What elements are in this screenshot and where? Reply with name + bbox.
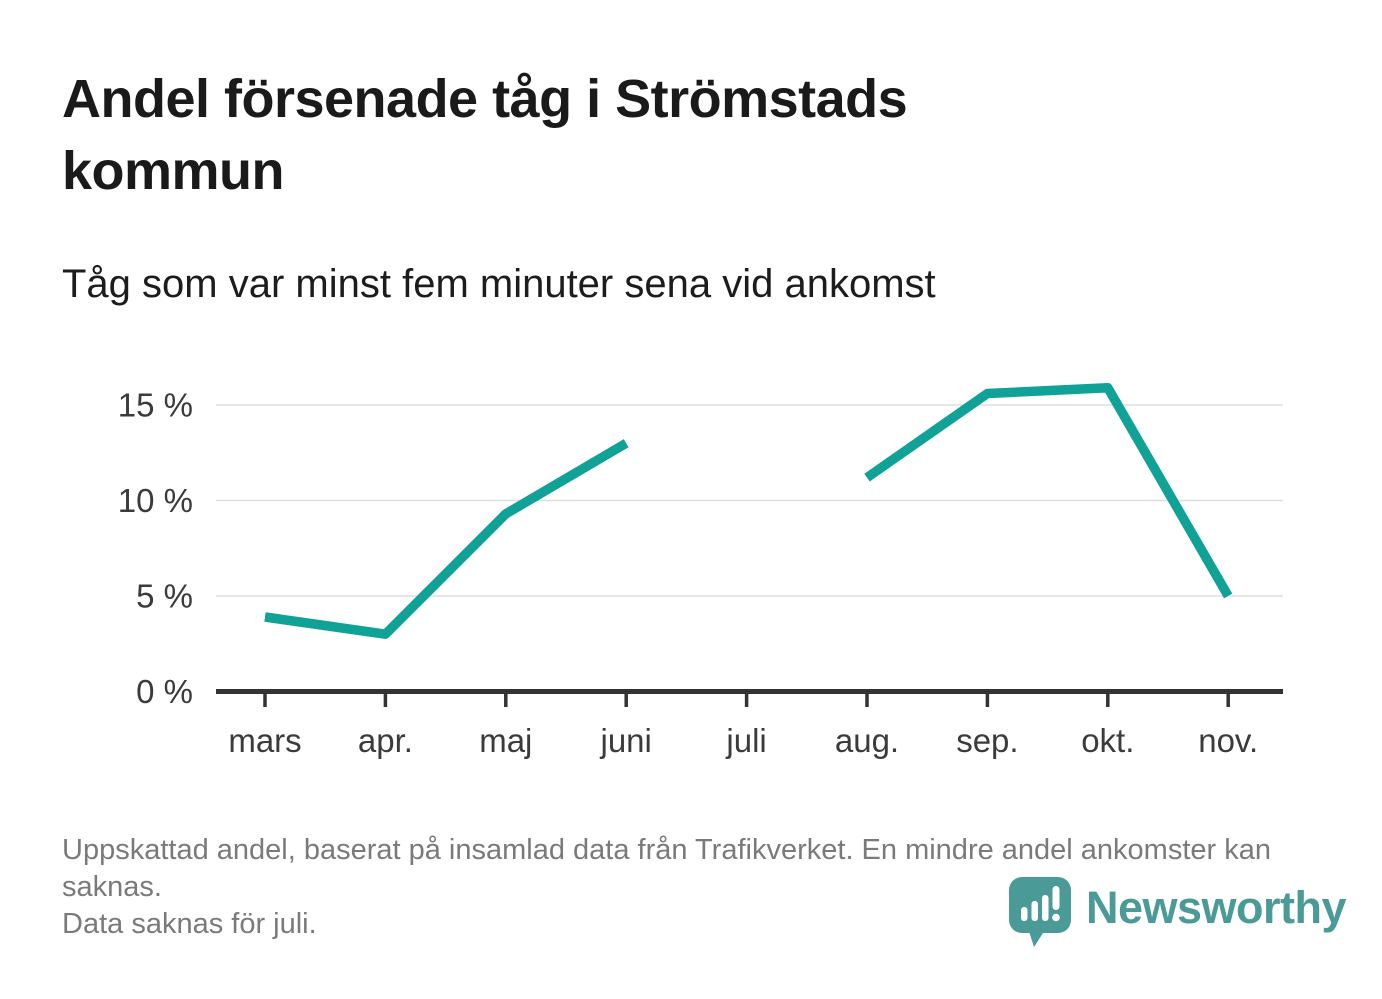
x-axis-tick-label: apr. (358, 722, 413, 759)
x-axis-tick-label: juli (725, 722, 766, 759)
data-line-segment (864, 383, 1233, 599)
brand-name: Newsworthy (1086, 882, 1347, 933)
x-axis-tick-label: juni (600, 722, 652, 759)
chart-title: Andel försenade tåg i Strömstads kommun (62, 69, 908, 201)
x-axis-tick-label: aug. (835, 722, 899, 759)
missing-data-note: Data saknas för juli. (62, 907, 317, 940)
source-note-line: Uppskattad andel, baserat på insamlad da… (62, 834, 1271, 903)
source-notes: Uppskattad andel, baserat på insamlad da… (62, 832, 1317, 942)
x-axis-tick-label: nov. (1198, 722, 1258, 759)
x-axis-tick-label: sep. (956, 722, 1018, 759)
newsworthy-logo: Newsworthy (1008, 876, 1347, 948)
speech-bubble-bar-chart-icon (1009, 877, 1071, 947)
y-axis-tick-label: 0 % (136, 673, 193, 710)
x-axis-tick-label: maj (479, 722, 532, 759)
y-axis-tick-label: 5 % (136, 578, 193, 615)
x-axis-tick-label: mars (228, 722, 301, 759)
data-line-segment (264, 439, 629, 639)
y-axis-tick-label: 10 % (118, 482, 193, 519)
chart-subtitle: Tåg som var minst fem minuter sena vid a… (62, 262, 936, 306)
x-axis-tick-label: okt. (1081, 722, 1134, 759)
y-axis-tick-label: 15 % (118, 387, 193, 424)
